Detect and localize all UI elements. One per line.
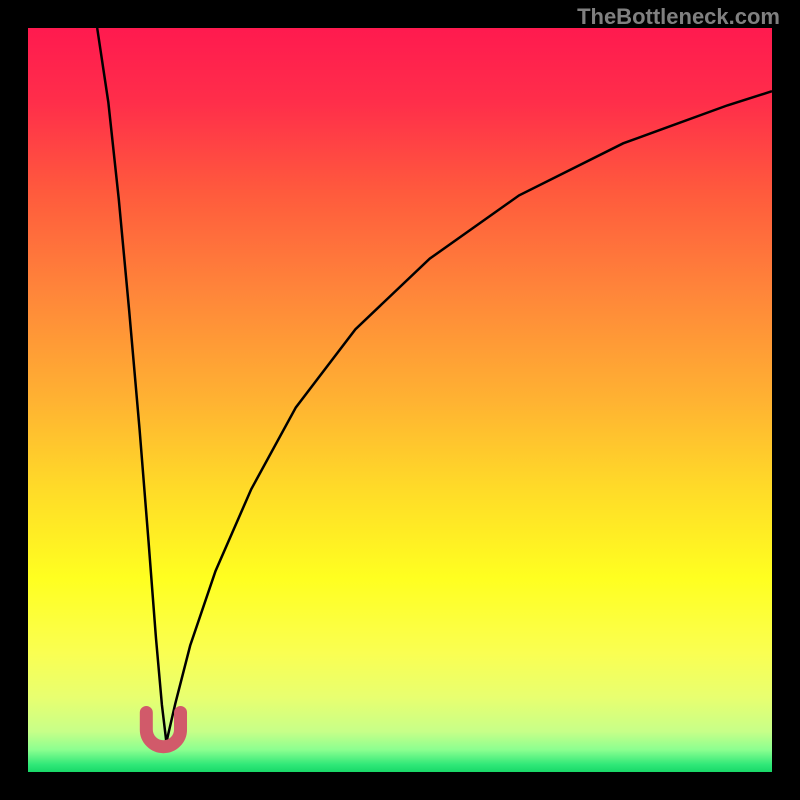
- chart-svg: [0, 0, 800, 800]
- bottleneck-curve: [97, 28, 772, 742]
- watermark-label: TheBottleneck.com: [577, 4, 780, 30]
- chart-canvas: TheBottleneck.com: [0, 0, 800, 800]
